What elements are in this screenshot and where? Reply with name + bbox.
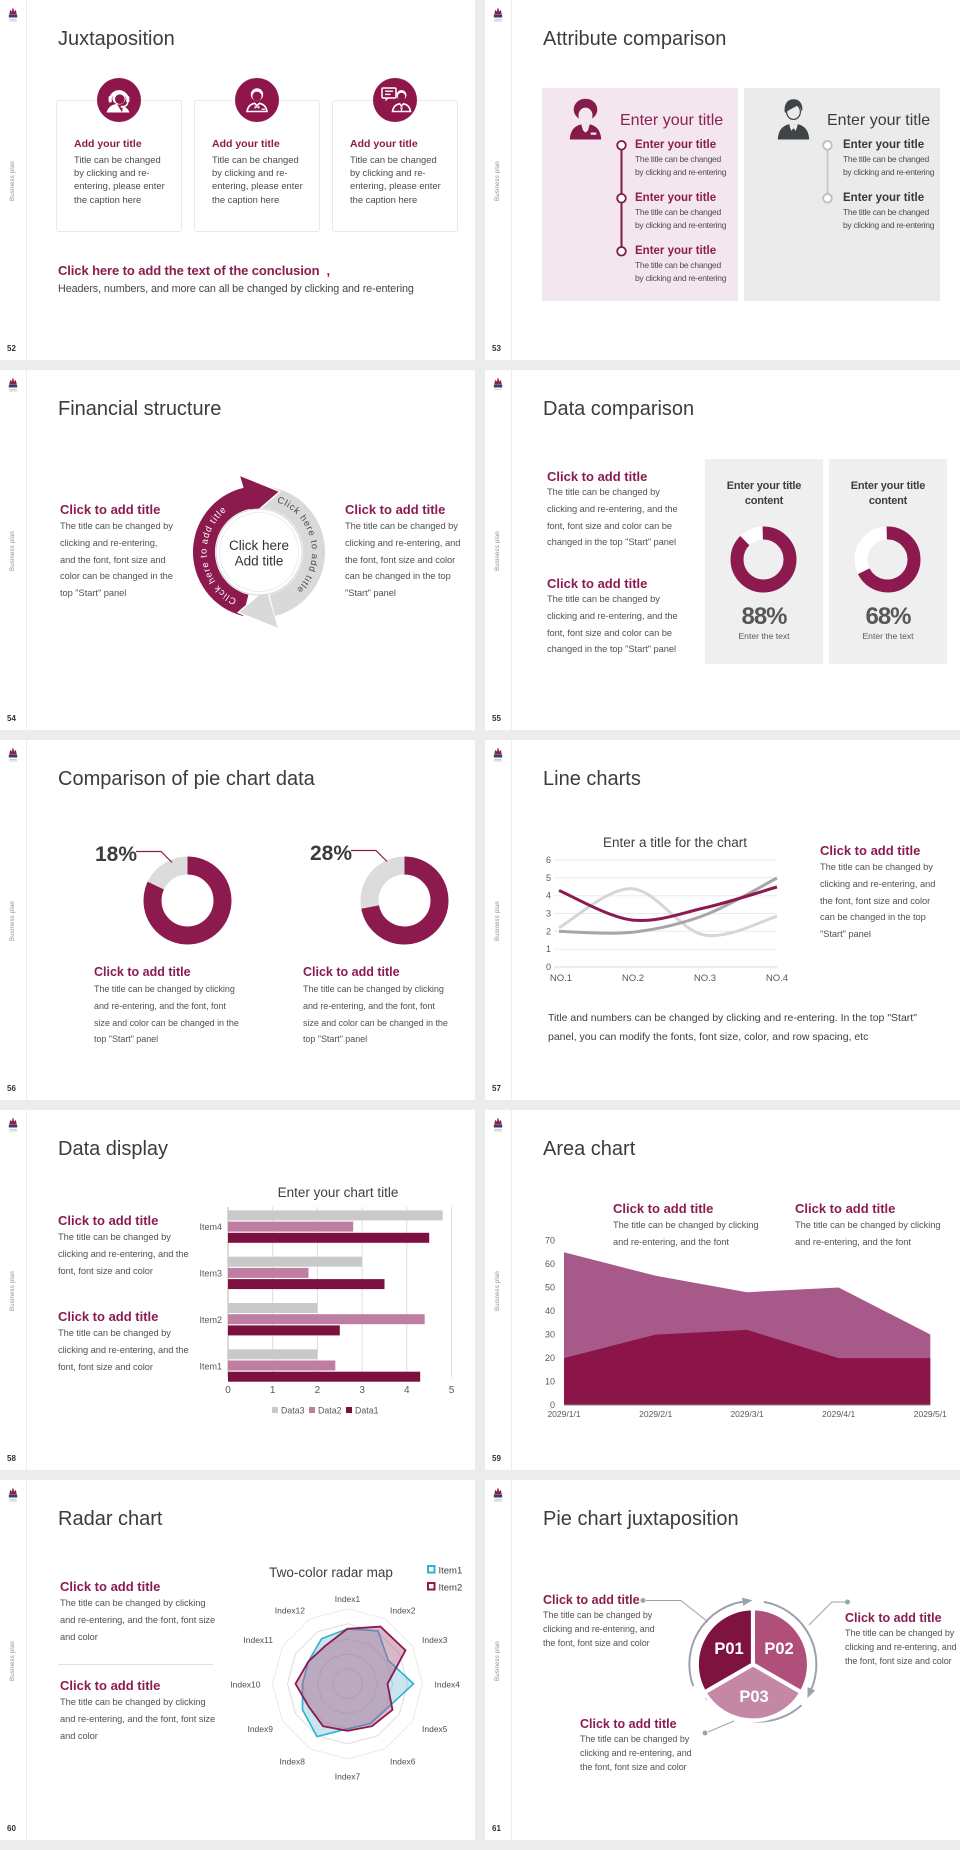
svg-text:10: 10 [545,1377,555,1387]
svg-text:Item1: Item1 [199,1361,222,1371]
svg-text:Two-color radar map: Two-color radar map [269,1565,393,1580]
svg-text:5: 5 [449,1385,455,1396]
svg-text:60: 60 [545,1259,555,1269]
svg-text:1: 1 [270,1385,276,1396]
svg-text:1: 1 [546,944,551,954]
svg-text:P02: P02 [764,1640,793,1658]
svg-text:Data3: Data3 [281,1406,305,1416]
svg-text:Index10: Index10 [230,1679,261,1689]
svg-text:Index5: Index5 [422,1724,448,1734]
svg-text:Data1: Data1 [355,1406,379,1416]
svg-text:6: 6 [546,855,551,865]
svg-text:5: 5 [546,873,551,883]
svg-text:Enter a title for the chart: Enter a title for the chart [603,835,747,850]
svg-text:2029/1/1: 2029/1/1 [547,1409,580,1419]
svg-text:2029/5/1: 2029/5/1 [914,1409,947,1419]
svg-text:NO.1: NO.1 [550,973,572,984]
svg-text:P03: P03 [739,1688,768,1706]
svg-text:Index11: Index11 [243,1635,273,1645]
svg-text:3: 3 [546,909,551,919]
svg-text:Index1: Index1 [335,1594,361,1604]
svg-text:3: 3 [359,1385,365,1396]
svg-text:NO.4: NO.4 [766,973,788,984]
svg-text:Item1: Item1 [439,1566,463,1577]
svg-text:Index9: Index9 [247,1724,273,1734]
svg-text:0: 0 [225,1385,231,1396]
svg-text:NO.3: NO.3 [694,973,716,984]
svg-text:Index2: Index2 [390,1606,416,1616]
svg-text:2029/2/1: 2029/2/1 [639,1409,672,1419]
svg-text:4: 4 [546,891,551,901]
svg-text:50: 50 [545,1283,555,1293]
svg-text:2029/3/1: 2029/3/1 [730,1409,763,1419]
svg-text:2: 2 [315,1385,321,1396]
svg-text:40: 40 [545,1306,555,1316]
svg-text:Index3: Index3 [422,1635,448,1645]
svg-text:Index8: Index8 [279,1756,305,1766]
svg-text:Item2: Item2 [439,1583,463,1594]
svg-text:NO.2: NO.2 [622,973,644,984]
svg-text:0: 0 [550,1400,555,1410]
svg-text:Item4: Item4 [199,1222,222,1232]
svg-text:Index6: Index6 [390,1756,416,1766]
svg-text:30: 30 [545,1330,555,1340]
svg-text:Item2: Item2 [199,1315,222,1325]
svg-text:2029/4/1: 2029/4/1 [822,1409,855,1419]
svg-text:20: 20 [545,1353,555,1363]
svg-text:P01: P01 [714,1640,743,1658]
svg-text:Index12: Index12 [275,1606,306,1616]
svg-text:Data2: Data2 [318,1406,342,1416]
svg-text:Index7: Index7 [335,1771,361,1781]
svg-text:4: 4 [404,1385,410,1396]
svg-text:Index4: Index4 [435,1679,461,1689]
svg-text:0: 0 [546,962,551,972]
svg-text:70: 70 [545,1236,555,1246]
svg-text:Enter your chart title: Enter your chart title [278,1185,399,1200]
svg-text:2: 2 [546,926,551,936]
svg-text:Item3: Item3 [199,1268,222,1278]
